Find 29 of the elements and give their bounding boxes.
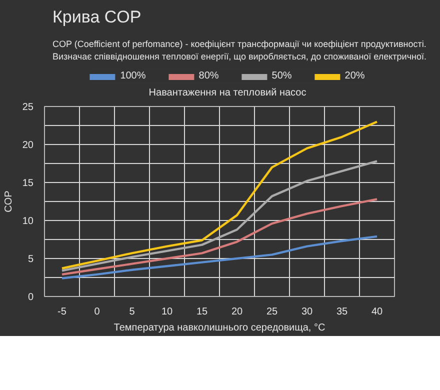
y-tick-label: 20 [22, 140, 34, 151]
y-tick-label: 5 [28, 254, 34, 265]
chart-subtitle: COP (Coefficient of perfomance) - коефіцієнт трансформації чи коефіцієнт продуктивності. Визначає співвідношення теплової енергії, що виробляється, до споживаної електричної. [52, 39, 426, 62]
x-tick-label: 20 [231, 306, 243, 318]
chart-title: Крива COP [52, 8, 142, 26]
legend-title: Навантаження на тепловий насос [148, 88, 306, 98]
legend-label: 100% [120, 70, 146, 82]
x-tick-label: 25 [266, 306, 278, 318]
y-axis-title: COP [3, 190, 14, 212]
x-tick-label: 0 [94, 306, 100, 318]
x-tick-label: -5 [58, 306, 67, 318]
legend-label: 80% [198, 70, 219, 82]
x-tick-label: 5 [129, 306, 136, 318]
legend-label: 20% [344, 70, 365, 82]
legend-label: 50% [272, 70, 292, 82]
line-series [60, 120, 378, 270]
x-tick-label: 35 [336, 306, 348, 318]
x-tick-label: 15 [196, 306, 208, 318]
y-tick-label: 0 [28, 292, 34, 303]
x-tick-label: 10 [161, 306, 173, 318]
x-tick-label: 30 [301, 306, 313, 318]
line-series [60, 235, 378, 280]
line-series [60, 198, 378, 276]
line-series [60, 160, 378, 272]
y-tick-label: 25 [22, 102, 34, 113]
x-axis-title: Температура навколишнього середовища, °C [114, 322, 326, 334]
y-tick-label: 10 [22, 216, 34, 227]
x-tick-label: 40 [371, 306, 383, 318]
y-tick-label: 15 [22, 178, 34, 189]
